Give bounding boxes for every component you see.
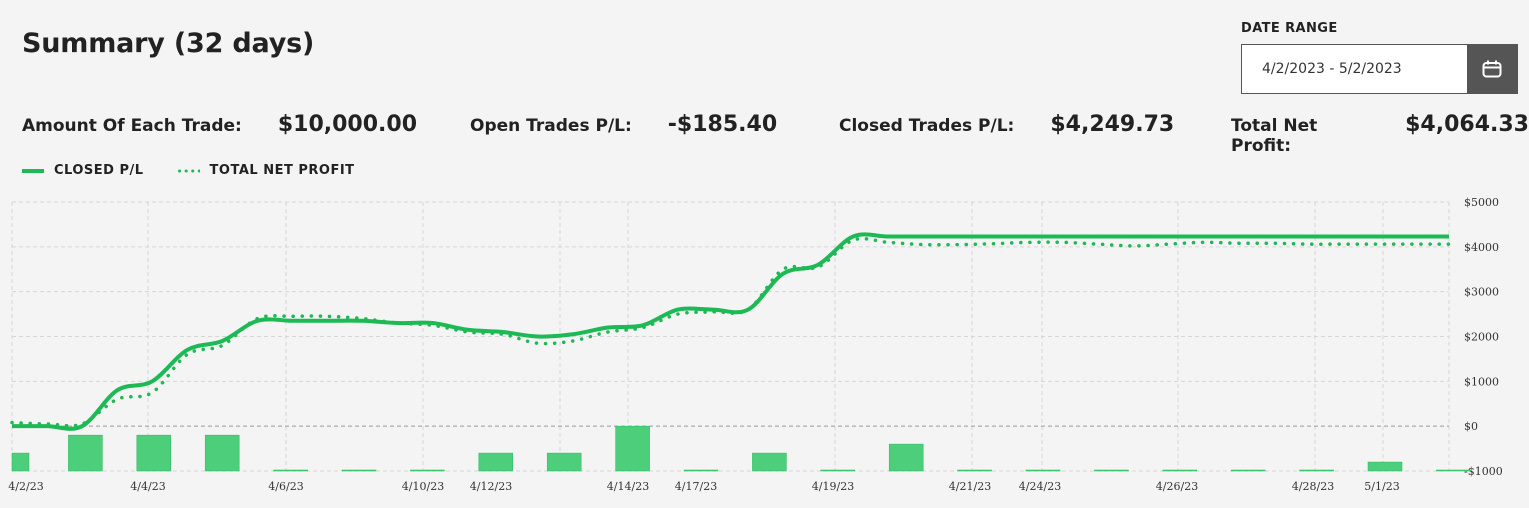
x-tick-label: 4/19/23	[812, 480, 854, 493]
solid-line-swatch	[22, 168, 44, 173]
stat-total-net-profit: Total Net Profit: $4,064.33	[1231, 112, 1529, 156]
stat-open-trades-pl: Open Trades P/L: -$185.40	[470, 112, 777, 137]
bar	[1025, 469, 1061, 472]
bar	[615, 425, 650, 472]
date-range-label: DATE RANGE	[1241, 21, 1338, 36]
bar	[1162, 469, 1198, 472]
stat-value: -$185.40	[667, 112, 778, 137]
x-tick-label: 4/24/23	[1019, 480, 1061, 493]
x-tick-label: 4/2/23	[8, 480, 43, 493]
bar	[1299, 469, 1334, 472]
bar	[820, 469, 856, 472]
stat-value: $10,000.00	[277, 112, 418, 137]
stat-label: Open Trades P/L:	[470, 116, 632, 136]
date-range-picker	[1241, 44, 1518, 94]
legend-label: CLOSED P/L	[54, 163, 144, 178]
bar	[68, 434, 103, 472]
bar	[273, 469, 308, 472]
stat-value: $4,249.73	[1050, 112, 1175, 137]
calendar-icon	[1482, 60, 1502, 78]
stat-label: Closed Trades P/L:	[839, 116, 1015, 136]
bar	[11, 452, 30, 472]
stat-amount-each-trade: Amount Of Each Trade: $10,000.00	[22, 112, 417, 137]
dotted-line-swatch	[177, 169, 200, 172]
x-tick-label: 4/4/23	[130, 480, 165, 493]
y-tick-label: $4000	[1464, 241, 1499, 254]
y-tick-label: $1000	[1464, 375, 1499, 388]
bar	[136, 434, 172, 472]
bar	[888, 443, 924, 472]
bar	[1230, 469, 1266, 472]
bar	[957, 469, 992, 472]
page-title: Summary (32 days)	[22, 28, 315, 59]
stat-label: Total Net Profit:	[1231, 116, 1318, 156]
legend-label: TOTAL NET PROFIT	[209, 163, 355, 178]
bar	[478, 452, 514, 472]
bar	[1094, 469, 1129, 472]
x-tick-label: 4/10/23	[402, 480, 444, 493]
stat-label: Amount Of Each Trade:	[22, 116, 242, 136]
x-tick-label: 4/17/23	[675, 480, 717, 493]
legend-item-closed-pl[interactable]: CLOSED P/L	[22, 163, 144, 178]
bar	[546, 452, 582, 472]
pl-chart: $5000 $4000 $3000 $2000 $1000 $0 -$1000 4/2/23 4…	[8, 196, 1503, 493]
y-tick-label: $3000	[1464, 286, 1499, 299]
date-range-input[interactable]	[1242, 45, 1467, 93]
x-tick-label: 5/1/23	[1364, 480, 1399, 493]
legend-item-total-net-profit[interactable]: TOTAL NET PROFIT	[177, 163, 355, 178]
x-tick-label: 4/21/23	[949, 480, 991, 493]
series-line-total-net-profit	[10, 236, 1451, 428]
bar	[683, 469, 719, 472]
calendar-button[interactable]	[1467, 45, 1517, 93]
x-tick-label: 4/6/23	[268, 480, 303, 493]
y-tick-label: $5000	[1464, 196, 1499, 209]
bar	[410, 469, 445, 472]
chart-legend: CLOSED P/L TOTAL NET PROFIT	[22, 163, 389, 178]
bar	[341, 469, 377, 472]
bar	[1436, 469, 1471, 472]
bar	[752, 452, 787, 472]
y-tick-label: $0	[1464, 420, 1478, 433]
x-tick-label: 4/28/23	[1292, 480, 1334, 493]
series-line-closed-pl	[11, 232, 1449, 431]
y-tick-label: $2000	[1464, 331, 1499, 344]
x-tick-label: 4/14/23	[607, 480, 649, 493]
bar	[204, 434, 240, 472]
y-tick-label: -$1000	[1464, 465, 1503, 478]
stat-value: $4,064.33	[1405, 112, 1529, 137]
x-tick-label: 4/12/23	[470, 480, 512, 493]
x-tick-label: 4/26/23	[1156, 480, 1198, 493]
bar	[1367, 461, 1403, 472]
stat-closed-trades-pl: Closed Trades P/L: $4,249.73	[839, 112, 1174, 137]
